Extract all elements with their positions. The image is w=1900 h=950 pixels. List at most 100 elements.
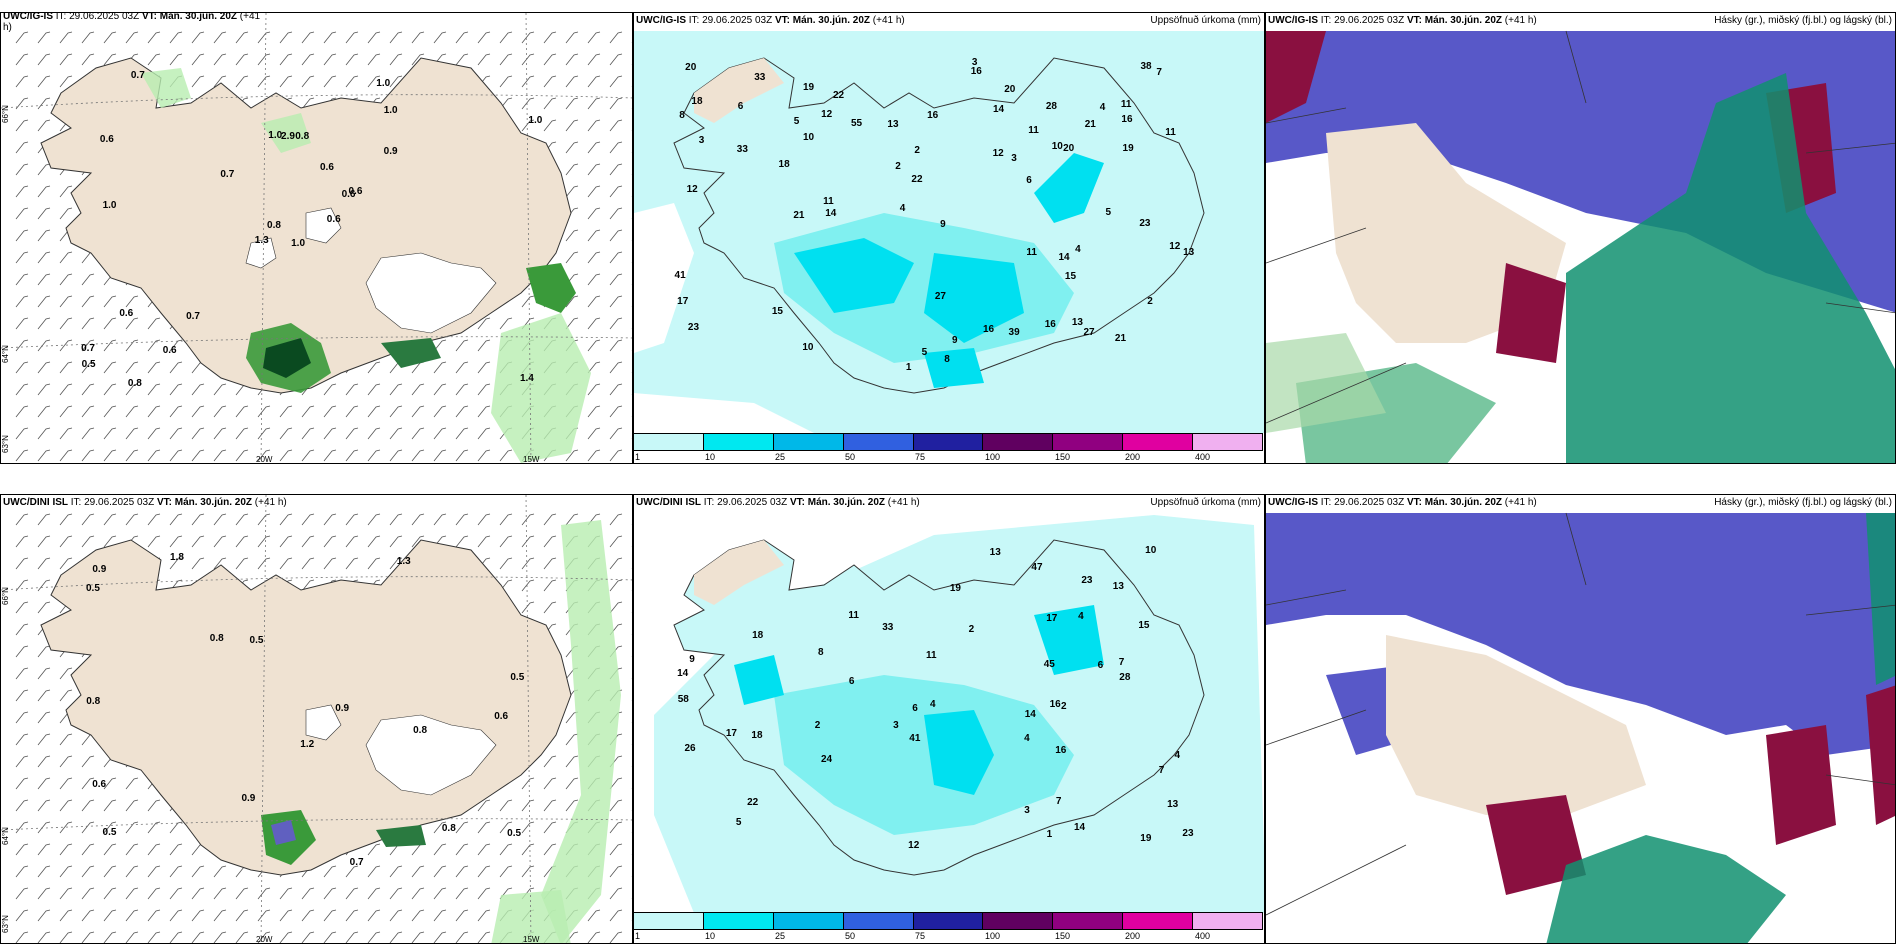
colorbar-label: 50 (845, 931, 856, 941)
wind-barb (81, 31, 95, 44)
colorbar-label: 150 (1055, 452, 1071, 462)
precip-value-label: 16 (1049, 698, 1061, 710)
wind-barb (169, 887, 183, 900)
wind-barb (169, 427, 183, 440)
wind-barb (257, 513, 271, 526)
wind-barb (147, 383, 161, 396)
wind-barb (543, 75, 557, 88)
wind-barb (147, 339, 161, 352)
wind-barb (609, 119, 623, 132)
wind-barb (587, 339, 601, 352)
precip-lightgreen (491, 313, 591, 463)
precip-value-label: 17 (725, 727, 737, 739)
panel-title: UWC/DINI ISL IT: 29.06.2025 03Z VT: Mán.… (636, 497, 920, 508)
precip-value-label: 0.9 (335, 703, 350, 715)
wind-barb (301, 557, 315, 570)
wind-barb (37, 273, 51, 286)
precip-lightgreen-n (141, 68, 191, 108)
wind-barb (565, 229, 579, 242)
wind-barb (345, 887, 359, 900)
wind-barb (411, 449, 425, 462)
wind-barb (367, 361, 381, 374)
wind-barb (103, 361, 117, 374)
wind-barb (477, 535, 491, 548)
wind-barb (235, 557, 249, 570)
precip-value-label: 9 (951, 335, 958, 347)
wind-barb (521, 97, 535, 110)
wind-barb (59, 843, 73, 856)
wind-barb (433, 821, 447, 834)
wind-barb (235, 405, 249, 418)
precip-value-label: 1.0 (376, 78, 391, 90)
low-cloud-blue (1266, 513, 1895, 755)
precip-value-label: 2 (968, 624, 975, 636)
wind-barb (257, 405, 271, 418)
wind-barb (609, 557, 623, 570)
wind-barb (257, 53, 271, 66)
wind-barb (81, 273, 95, 286)
precip-value-label: 12 (992, 147, 1004, 159)
wind-barb (169, 843, 183, 856)
precip-value-label: 38 (1140, 61, 1152, 73)
wind-barb (477, 31, 491, 44)
wind-barb (323, 535, 337, 548)
wind-barb (81, 865, 95, 878)
precip-value-label: 33 (754, 72, 766, 84)
wind-barb (543, 777, 557, 790)
wind-barb (587, 383, 601, 396)
wind-barb (587, 317, 601, 330)
wind-barb (15, 535, 29, 548)
wind-barb (147, 799, 161, 812)
wind-barb (587, 449, 601, 462)
precip-value-label: 7 (1156, 66, 1162, 78)
wind-barb (15, 75, 29, 88)
wind-barb (609, 931, 623, 943)
wind-barb (367, 843, 381, 856)
wind-barb (235, 449, 249, 462)
precip-value-label: 17 (1046, 612, 1058, 624)
wind-barb (81, 449, 95, 462)
precip-value-label: 0.8 (295, 130, 310, 142)
wind-barb (521, 119, 535, 132)
precip-value-label: 13 (1167, 799, 1179, 811)
wind-barb (587, 53, 601, 66)
high-cloud-red (1486, 795, 1586, 895)
precip-value-label: 11 (1026, 246, 1037, 258)
precip-value-label: 14 (1024, 709, 1036, 721)
wind-barb (257, 909, 271, 922)
wind-barb (59, 185, 73, 198)
wind-barb (213, 383, 227, 396)
precip-value-label: 0.6 (92, 779, 107, 791)
wind-barb (279, 557, 293, 570)
precip-value-label: 6 (912, 703, 918, 715)
wind-barb (345, 909, 359, 922)
wind-barb (543, 31, 557, 44)
wind-barb (81, 931, 95, 943)
wind-barb (37, 909, 51, 922)
precip-value-label: 0.8 (127, 378, 142, 390)
wind-barb (609, 843, 623, 856)
colorbar-label: 1 (635, 452, 641, 462)
precip-value-label: 14 (992, 103, 1005, 115)
wind-barb (191, 53, 205, 66)
precip-value-label: 0.7 (130, 69, 145, 81)
wind-barb (499, 75, 513, 88)
lon-label-20w: 20W (256, 935, 273, 944)
wind-barb (455, 53, 469, 66)
precip-value-label: 20 (1004, 83, 1016, 95)
wind-barb (37, 865, 51, 878)
wind-barb (477, 799, 491, 812)
wind-barb (81, 427, 95, 440)
wind-barb (565, 97, 579, 110)
wind-barb (323, 405, 337, 418)
wind-barb (59, 865, 73, 878)
wind-barb (587, 273, 601, 286)
wind-barb (59, 667, 73, 680)
panel-top-left-wind-precip: UWC/IG-IS IT: 29.06.2025 03Z VT: Mán. 30… (0, 12, 633, 464)
precip-value-label: 0.8 (209, 632, 224, 644)
wind-barb (15, 711, 29, 724)
wind-barb (543, 821, 557, 834)
wind-barb (345, 31, 359, 44)
colorbar-label: 400 (1195, 452, 1211, 462)
wind-barb (609, 799, 623, 812)
